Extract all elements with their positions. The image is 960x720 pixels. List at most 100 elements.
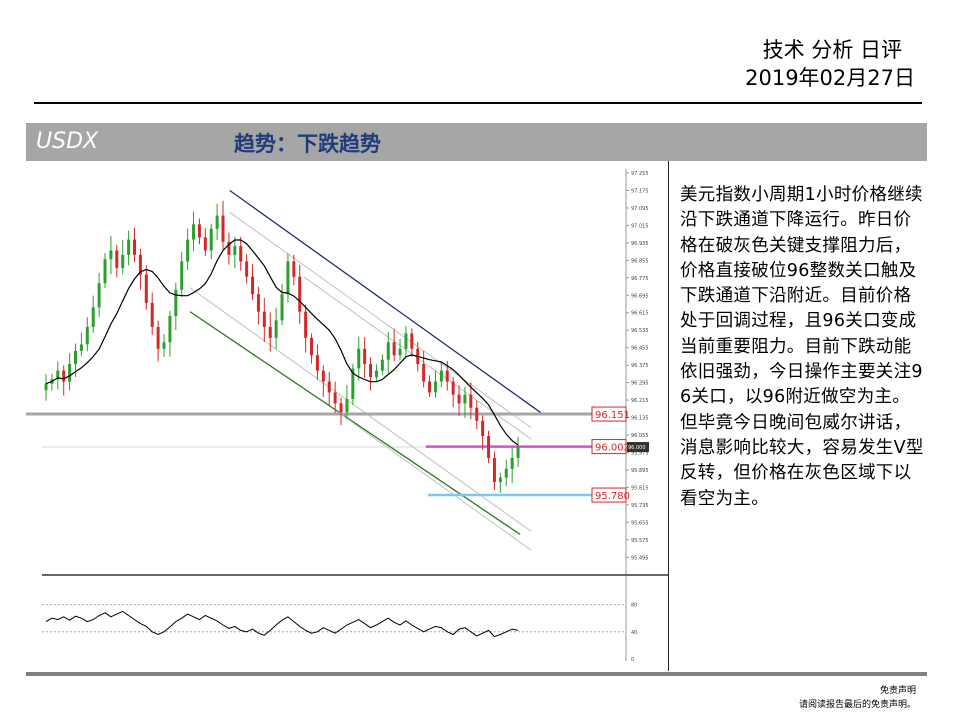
candle-body — [221, 215, 225, 242]
candle-body — [457, 394, 461, 404]
panel-separator — [668, 161, 669, 671]
price-tick-label: 97.015 — [631, 223, 649, 229]
candle-body — [245, 261, 249, 277]
candle-body — [79, 344, 83, 351]
candle-body — [374, 370, 378, 378]
price-tick-label: 96.295 — [631, 381, 649, 387]
candle-body — [239, 246, 243, 262]
price-tick-label: 95.655 — [631, 520, 649, 526]
level-label-box — [591, 406, 627, 422]
candle-body — [168, 316, 172, 343]
price-tick-label: 96.135 — [631, 416, 649, 422]
chart-panel: 97.255 97.175 97.095 97.015 96.935 96.855 96.7… — [26, 161, 669, 671]
candle-body — [262, 311, 266, 327]
price-tick-label: 96.535 — [631, 328, 649, 334]
price-tick-label: 95.895 — [631, 468, 649, 474]
level-label: 95.780 — [595, 491, 630, 502]
analysis-commentary: 美元指数小周期1小时价格继续沿下跌通道下降运行。昨日价格在破灰色关键支撑阻力后，… — [680, 185, 924, 509]
candle-body — [369, 364, 373, 378]
candle-body — [286, 261, 290, 295]
candle-body — [333, 392, 337, 404]
candle-body — [127, 239, 131, 255]
disclaimer-note: 免责声明 请阅读报告最后的免责声明。 — [799, 684, 916, 712]
candle-body — [203, 237, 207, 251]
level-label-box — [591, 487, 627, 503]
candle-body — [233, 246, 237, 255]
candle-body — [74, 350, 78, 365]
oscillator-tick-label: 80 — [631, 603, 637, 609]
candle-body — [481, 420, 485, 437]
candle-body — [304, 311, 308, 338]
bottom-rule — [26, 672, 927, 676]
candle-body — [439, 370, 443, 382]
candle-body — [138, 254, 142, 275]
candle-body — [451, 381, 455, 395]
candle-body — [251, 276, 255, 295]
candle-body — [298, 276, 302, 312]
price-tick-label: 95.495 — [631, 555, 649, 561]
candle-body — [410, 333, 414, 349]
candle-body — [327, 381, 331, 393]
price-tick-label: 96.935 — [631, 241, 649, 247]
candle-body — [280, 294, 284, 321]
header-title: 技术 分析 日评 — [762, 38, 902, 62]
candle-body — [97, 283, 101, 308]
candle-body — [103, 259, 107, 284]
candle-body — [156, 326, 160, 349]
price-tick-label: 96.855 — [631, 258, 649, 264]
channel-inner-line — [337, 411, 532, 551]
candle-body — [274, 320, 278, 338]
candle-body — [321, 370, 325, 382]
candle-body — [345, 398, 349, 413]
price-tick-label: 96.215 — [631, 398, 649, 404]
candle-body — [180, 261, 184, 290]
disclaimer-text: 请阅读报告最后的免责声明。 — [798, 700, 916, 710]
candle-body — [91, 307, 95, 327]
candle-body — [351, 368, 355, 399]
candle-body — [215, 215, 219, 229]
candle-body — [44, 383, 48, 391]
candle-body — [469, 394, 473, 408]
candle-body — [68, 364, 72, 382]
candle-body — [510, 457, 514, 469]
candle-body — [162, 342, 166, 349]
disclaimer-title: 免责声明 — [879, 686, 916, 696]
candle-body — [150, 302, 154, 327]
level-label-box — [591, 439, 627, 455]
candle-body — [109, 250, 113, 260]
candle-body — [209, 228, 213, 251]
oscillator-tick-label: 0 — [631, 657, 634, 663]
candle-body — [398, 348, 402, 356]
candle-body — [339, 403, 343, 413]
candle-body — [121, 254, 125, 268]
symbol-label: USDX — [36, 129, 99, 154]
current-price-label: 96.000 — [628, 445, 646, 451]
candle-body — [315, 355, 319, 371]
candle-body — [133, 239, 137, 255]
candle-body — [492, 457, 496, 482]
title-banner: USDX 趋势：下跌趋势 — [26, 123, 927, 161]
price-tick-label: 97.175 — [631, 188, 649, 194]
candle-body — [363, 348, 367, 365]
candle-body — [292, 261, 296, 277]
candle-body — [445, 370, 449, 382]
candle-body — [498, 477, 502, 482]
candle-body — [386, 342, 390, 360]
price-tick-label: 96.775 — [631, 276, 649, 282]
candle-body — [62, 370, 66, 382]
candle-body — [404, 333, 408, 349]
price-tick-label: 96.455 — [631, 346, 649, 352]
candle-body — [357, 348, 361, 369]
price-tick-label: 96.695 — [631, 293, 649, 299]
price-tick-label: 96.615 — [631, 311, 649, 317]
price-tick-label: 96.055 — [631, 433, 649, 439]
price-tick-label: 97.255 — [631, 171, 649, 177]
current-price-tag — [627, 442, 649, 453]
oscillator-line — [45, 610, 519, 638]
price-tick-label: 97.095 — [631, 206, 649, 212]
candle-body — [516, 447, 520, 458]
price-tick-label: 95.575 — [631, 538, 649, 544]
oscillator-tick-label: 40 — [631, 630, 637, 636]
level-label: 96.002 — [595, 443, 630, 454]
candle-body — [186, 239, 190, 262]
